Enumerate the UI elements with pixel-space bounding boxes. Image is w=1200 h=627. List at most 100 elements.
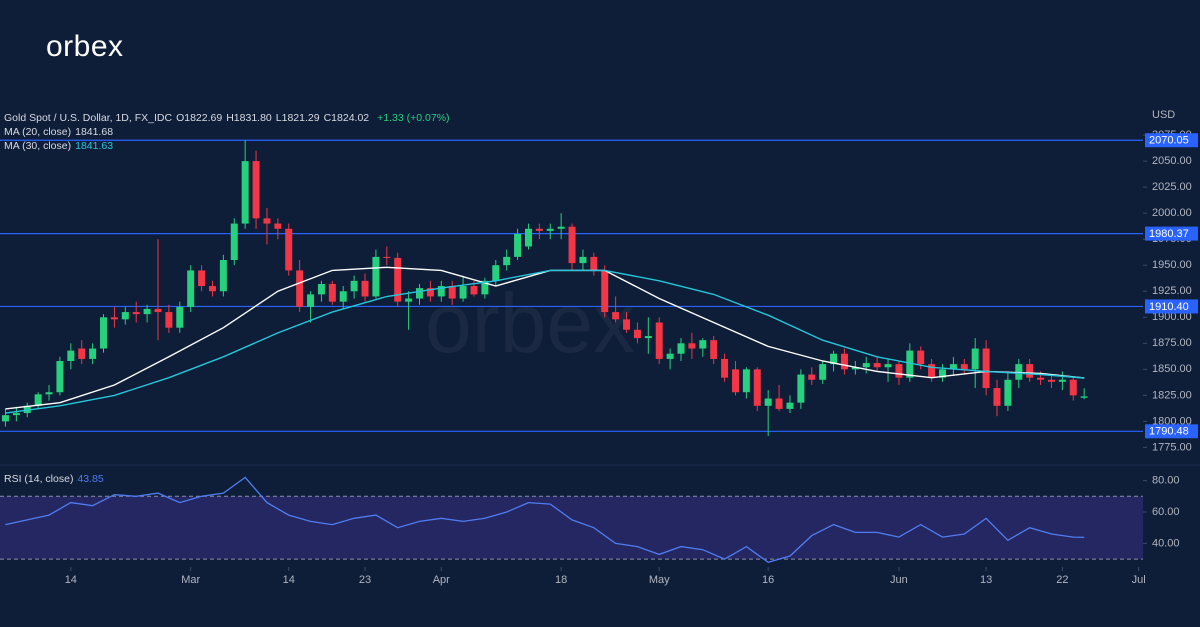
candle-body xyxy=(742,369,750,393)
candle-body xyxy=(819,364,827,380)
candle-body xyxy=(949,364,957,370)
rsi-tick-label: 40.00 xyxy=(1152,537,1180,549)
candle-body xyxy=(1026,364,1034,378)
candle-body xyxy=(492,265,500,281)
change: +1.33 (+0.07%) xyxy=(377,112,450,124)
ohlc-value: 1821.29 xyxy=(281,112,320,124)
ma20-legend: MA (20, close) 1841.68 xyxy=(4,126,117,138)
candle-body xyxy=(524,228,532,247)
candle-body xyxy=(775,398,783,409)
candle-body xyxy=(426,288,434,297)
candle-body xyxy=(198,270,206,287)
candle-body xyxy=(89,348,97,359)
candle-body xyxy=(307,294,315,307)
x-tick-label: 23 xyxy=(359,574,371,586)
x-tick-label: 16 xyxy=(762,574,774,586)
candle-body xyxy=(110,317,118,320)
candle-body xyxy=(1015,364,1023,380)
x-tick-label: 22 xyxy=(1056,574,1068,586)
candle-body xyxy=(851,367,859,370)
rsi-tick-label: 80.00 xyxy=(1152,474,1180,486)
candle-body xyxy=(274,223,282,229)
level-tag xyxy=(1145,299,1198,314)
candle-body xyxy=(906,350,914,378)
candle-body xyxy=(644,336,652,339)
ohlc-label: H xyxy=(226,112,234,124)
candle-body xyxy=(786,402,794,409)
candle-body xyxy=(459,286,467,299)
y-tick-label: 2050.00 xyxy=(1152,155,1192,167)
candle-body xyxy=(317,283,325,295)
candle-body xyxy=(568,226,576,264)
candle-body xyxy=(100,317,108,349)
ohlc-label: C xyxy=(323,112,332,124)
candle-body xyxy=(165,312,173,328)
candle-body xyxy=(895,364,903,378)
candle-body xyxy=(481,280,489,295)
ohlc-label: L xyxy=(275,112,282,124)
candle-body xyxy=(590,256,598,271)
candle-body xyxy=(993,388,1001,406)
candle-body xyxy=(579,256,587,264)
currency-label: USD xyxy=(1152,109,1175,121)
candle-body xyxy=(56,361,64,393)
candle-body xyxy=(982,348,990,389)
candle-body xyxy=(339,291,347,302)
candle-body xyxy=(67,350,75,362)
candle-body xyxy=(808,374,816,380)
candle-body xyxy=(601,270,609,313)
candle-body xyxy=(514,233,522,257)
candle-body xyxy=(797,374,805,403)
ohlc-legend: O1822.69 H1831.80 L1821.29 C1824.02 xyxy=(176,112,373,124)
ohlc-value: 1831.80 xyxy=(233,112,272,124)
candle-body xyxy=(415,288,423,299)
candle-body xyxy=(862,363,870,368)
candle-body xyxy=(721,358,729,378)
candle-body xyxy=(939,369,947,378)
candle-body xyxy=(78,348,86,359)
candle-body xyxy=(960,364,968,370)
rsi-line xyxy=(5,476,1085,564)
x-tick-label: Jul xyxy=(1132,574,1146,586)
candle-body xyxy=(285,228,293,271)
level-label: 1980.37 xyxy=(1149,228,1189,240)
level-tag xyxy=(1145,133,1198,148)
candle-body xyxy=(219,260,227,292)
ohlc-value: 1822.69 xyxy=(184,112,223,124)
legend-value: 1841.68 xyxy=(75,126,114,138)
logo: orbex xyxy=(46,30,124,63)
candle-body xyxy=(241,161,249,224)
x-tick-label: Mar xyxy=(181,574,200,586)
x-tick-label: Jun xyxy=(890,574,908,586)
level-label: 1790.48 xyxy=(1149,426,1189,438)
candle-body xyxy=(230,223,238,261)
candle-body xyxy=(121,312,129,320)
y-tick-label: 1825.00 xyxy=(1152,389,1192,401)
y-tick-label: 1850.00 xyxy=(1152,363,1192,375)
candle-body xyxy=(884,364,892,368)
y-tick-label: 2000.00 xyxy=(1152,207,1192,219)
candle-body xyxy=(187,270,195,307)
y-tick-label: 1925.00 xyxy=(1152,285,1192,297)
candle-body xyxy=(394,257,402,302)
candle-body xyxy=(655,322,663,359)
legend-name: MA (30, close) xyxy=(4,140,72,152)
candle-body xyxy=(699,340,707,349)
x-tick-label: 13 xyxy=(980,574,992,586)
rsi-legend: RSI (14, close) 43.85 xyxy=(4,473,108,485)
candle-body xyxy=(296,270,304,307)
candle-body xyxy=(143,308,151,315)
legend-name: MA (20, close) xyxy=(4,126,72,138)
candle-body xyxy=(132,312,140,315)
candle-body xyxy=(448,286,456,299)
y-tick-label: 1775.00 xyxy=(1152,441,1192,453)
candle-body xyxy=(677,343,685,354)
candle-body xyxy=(873,363,881,368)
legend-value: 1841.63 xyxy=(75,140,114,152)
candle-body xyxy=(350,280,358,292)
candle-body xyxy=(405,298,413,302)
candle-body xyxy=(1004,379,1012,406)
candle-body xyxy=(731,369,739,393)
candle-body xyxy=(208,286,216,292)
